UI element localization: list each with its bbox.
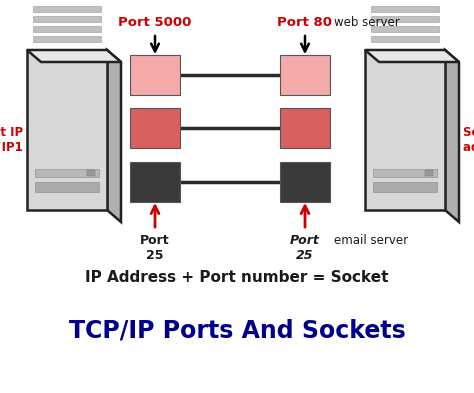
Bar [33, 16, 101, 22]
Bar [130, 162, 180, 202]
Polygon shape [27, 50, 121, 62]
Text: web server: web server [334, 16, 400, 29]
Bar [371, 36, 439, 42]
Text: IP Address + Port number = Socket: IP Address + Port number = Socket [85, 270, 389, 285]
Bar [87, 170, 95, 176]
Bar [33, 6, 101, 12]
Polygon shape [107, 50, 121, 222]
Bar [373, 182, 437, 192]
Bar [280, 108, 330, 148]
Bar [373, 169, 437, 177]
Text: client IP
address= IP1: client IP address= IP1 [0, 126, 23, 154]
Text: Port 80: Port 80 [277, 16, 332, 29]
Text: Port
25: Port 25 [140, 234, 170, 262]
Bar [33, 36, 101, 42]
Bar [33, 26, 101, 32]
Text: Port 5000: Port 5000 [118, 16, 191, 29]
Bar [371, 26, 439, 32]
Bar [425, 170, 433, 176]
Bar [280, 55, 330, 95]
Bar [365, 50, 445, 210]
Bar [280, 162, 330, 202]
Bar [35, 169, 99, 177]
Bar [130, 55, 180, 95]
Bar [130, 108, 180, 148]
Text: Port
25: Port 25 [290, 234, 320, 262]
Text: TCP/IP Ports And Sockets: TCP/IP Ports And Sockets [69, 318, 405, 342]
Polygon shape [445, 50, 459, 222]
Bar [35, 182, 99, 192]
Bar [27, 50, 107, 210]
Text: email server: email server [334, 234, 408, 247]
Bar [371, 6, 439, 12]
Bar [371, 16, 439, 22]
Polygon shape [365, 50, 459, 62]
Text: Server IP
address = IP2: Server IP address = IP2 [463, 126, 474, 154]
